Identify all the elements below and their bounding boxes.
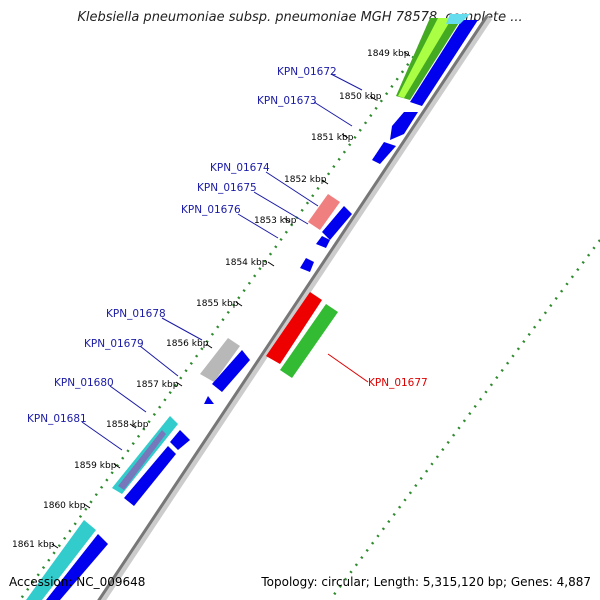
backbone	[97, 15, 489, 600]
tick-marks	[51, 51, 411, 549]
gene-kpn01678-gray	[200, 338, 240, 382]
backbone-shadow	[100, 16, 493, 600]
tick-label: 1859 kbp	[74, 461, 117, 471]
accession-text: Accession: NC_009648	[9, 575, 146, 589]
gene-purple-stripe	[118, 430, 166, 490]
gene-blue-1851	[372, 142, 396, 164]
gene-kpn01679	[212, 350, 250, 392]
gene-label-kpn01673[interactable]: KPN_01673	[257, 95, 317, 107]
tick-label: 1858 kbp	[106, 420, 149, 430]
gene-kpn01674-pink	[308, 194, 340, 230]
feature-cyan-top	[446, 14, 470, 24]
gene-label-kpn01680[interactable]: KPN_01680	[54, 377, 114, 389]
gene-label-kpn01672[interactable]: KPN_01672	[277, 66, 337, 78]
gene-label-kpn01675[interactable]: KPN_01675	[197, 182, 257, 194]
leader-lines	[81, 73, 363, 451]
gene-label-kpn01676[interactable]: KPN_01676	[181, 204, 241, 216]
gene-cyan-bottom	[26, 520, 96, 600]
gene-kpn01681	[170, 430, 190, 450]
gene-kpn01675	[322, 206, 352, 240]
gene-blue-bottom	[46, 534, 108, 600]
tick-label: 1853 kbp	[254, 216, 297, 226]
feature-blue-top	[410, 20, 478, 106]
tick-label: 1855 kbp	[196, 299, 239, 309]
gene-kpn01673	[390, 112, 418, 140]
gene-label-kpn01681[interactable]: KPN_01681	[27, 413, 87, 425]
outer-dotted-track	[18, 19, 442, 600]
tick-label: 1856 kbp	[166, 339, 209, 349]
tick-label: 1850 kbp	[339, 92, 382, 102]
tick-label: 1861 kbp	[12, 540, 55, 550]
feature-lightgreen-top	[398, 18, 452, 98]
gene-blue-long-1859	[124, 446, 176, 506]
tick-label: 1851 kbp	[311, 133, 354, 143]
gene-kpn01676	[316, 236, 330, 248]
tick-label: 1849 kbp	[367, 49, 410, 59]
inner-dotted-track	[329, 239, 600, 600]
topology-text: Topology: circular; Length: 5,315,120 bp…	[261, 575, 591, 589]
gene-label-kpn01674[interactable]: KPN_01674	[210, 162, 270, 174]
gene-blue-small-1857	[204, 396, 214, 404]
tick-label: 1854 kbp	[225, 258, 268, 268]
gene-blue-1854	[300, 258, 314, 272]
gene-label-kpn01678[interactable]: KPN_01678	[106, 308, 166, 320]
leader-line-red	[327, 353, 369, 383]
gene-label-kpn01677[interactable]: KPN_01677	[368, 377, 428, 389]
tick-label: 1857 kbp	[136, 380, 179, 390]
tick-label: 1860 kbp	[43, 501, 86, 511]
gene-label-kpn01679[interactable]: KPN_01679	[84, 338, 144, 350]
map-title: Klebsiella pneumoniae subsp. pneumoniae …	[77, 10, 523, 25]
tick-label: 1852 kbp	[284, 175, 327, 185]
gene-kpn01677-red	[266, 292, 322, 364]
gene-green-reverse	[280, 304, 338, 378]
